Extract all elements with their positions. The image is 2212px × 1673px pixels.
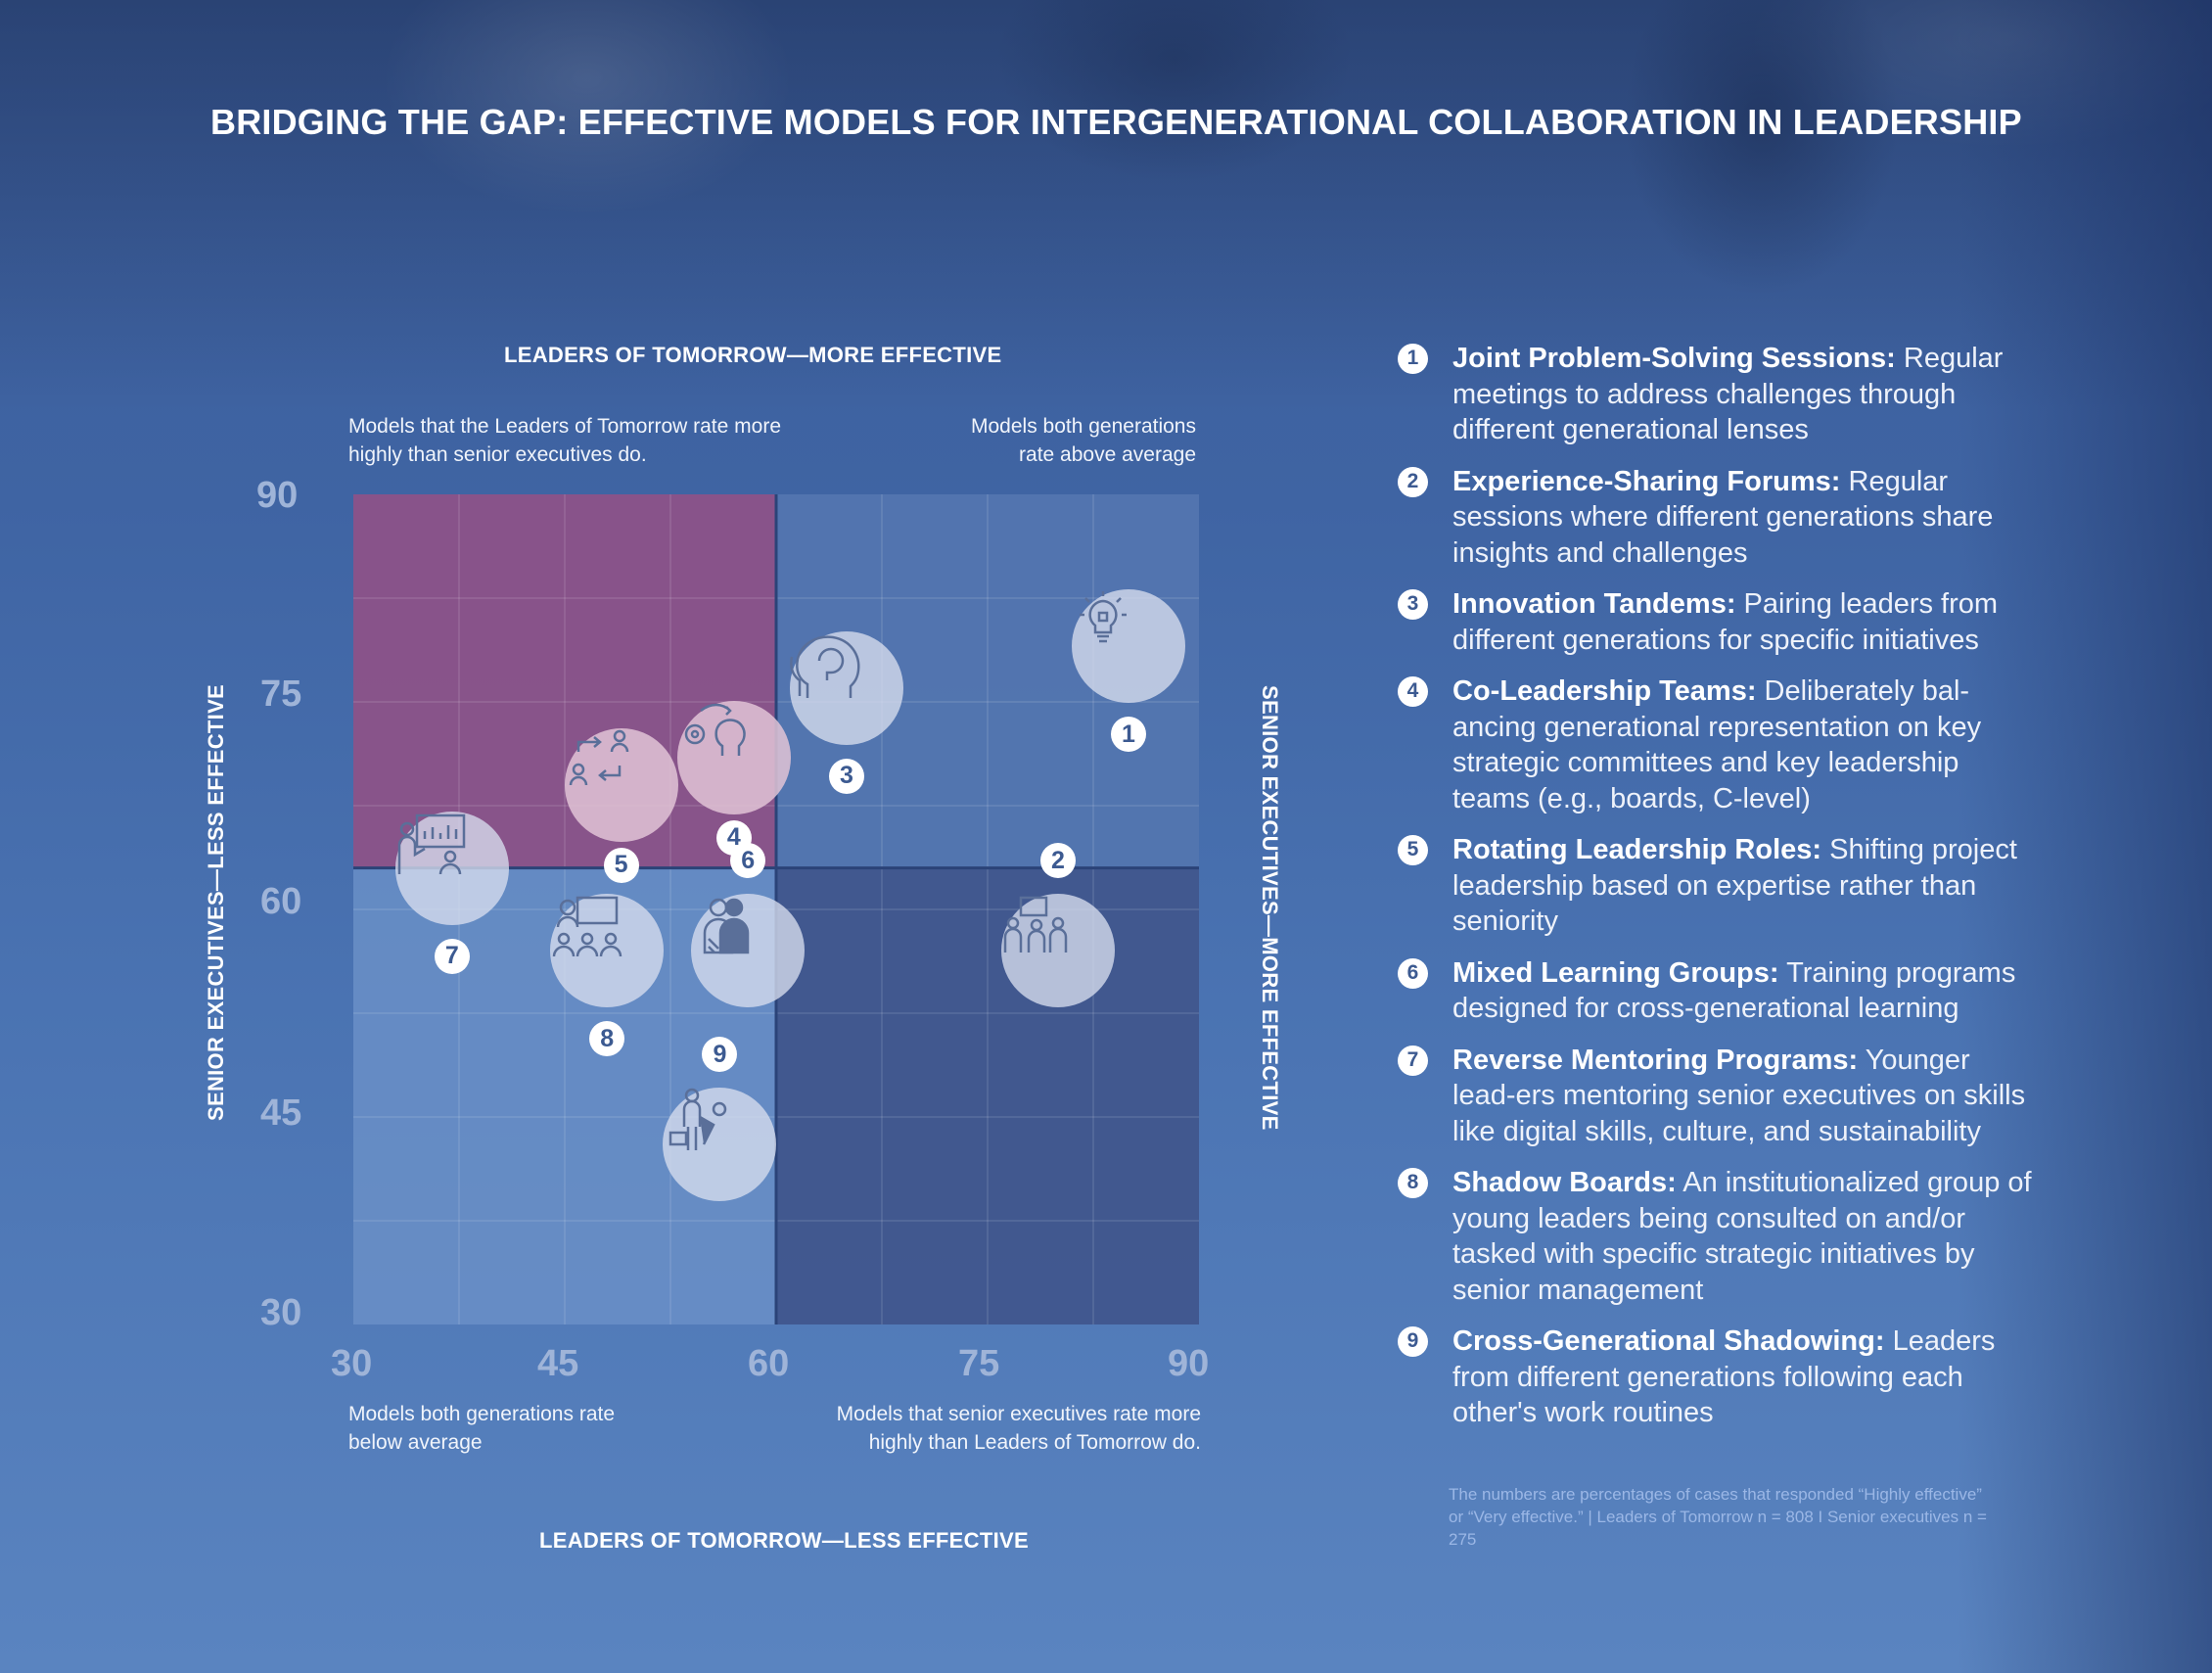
legend-item-4: 4 Co-Leadership Teams: Deliberately bal-a… bbox=[1398, 674, 2034, 816]
point-marker-2 bbox=[1001, 894, 1115, 1008]
background-photo bbox=[0, 0, 2212, 411]
legend-number: 9 bbox=[1398, 1326, 1428, 1357]
y-tick-60: 60 bbox=[260, 881, 302, 922]
legend-number: 5 bbox=[1398, 835, 1428, 865]
axis-title-bottom: LEADERS OF TOMORROW—LESS EFFECTIVE bbox=[539, 1528, 1029, 1553]
legend-number: 4 bbox=[1398, 676, 1428, 707]
legend-item-1: 1 Joint Problem-Solving Sessions: Regular… bbox=[1398, 341, 2034, 448]
x-tick-45: 45 bbox=[537, 1343, 579, 1384]
quadrant-bottom-right bbox=[776, 867, 1199, 1324]
point-badge-5: 5 bbox=[603, 847, 639, 883]
point-badge-7: 7 bbox=[434, 938, 470, 974]
point-marker-4 bbox=[676, 700, 791, 814]
legend-name: Mixed Learning Groups: bbox=[1452, 956, 1779, 989]
legend-description: Leaders from different generations follo… bbox=[1452, 1325, 1996, 1428]
point-badge-9: 9 bbox=[702, 1037, 738, 1073]
legend-number: 3 bbox=[1398, 589, 1428, 620]
legend-name: Co-Leadership Teams: bbox=[1452, 675, 1757, 707]
y-tick-30: 30 bbox=[260, 1292, 302, 1333]
legend-number: 8 bbox=[1398, 1168, 1428, 1198]
axis-title-top: LEADERS OF TOMORROW—MORE EFFECTIVE bbox=[504, 343, 1002, 367]
corner-note-top-right: Models both generations rate above avera… bbox=[971, 415, 1196, 466]
legend-description: Regular meetings to address challenges t… bbox=[1452, 343, 2004, 445]
legend-item-9: 9 Cross-Generational Shadowing: Leaders f… bbox=[1398, 1324, 2034, 1431]
legend-name: Joint Problem-Solving Sessions: bbox=[1452, 343, 1896, 374]
legend-name: Cross-Generational Shadowing: bbox=[1452, 1325, 1885, 1357]
x-tick-30: 30 bbox=[331, 1343, 373, 1384]
legend-name: Innovation Tandems: bbox=[1452, 588, 1736, 620]
y-tick-75: 75 bbox=[260, 674, 302, 715]
point-marker-7 bbox=[394, 811, 509, 925]
legend-name: Rotating Leadership Roles: bbox=[1452, 834, 1822, 865]
legend-description: An institutionalized group of young lead… bbox=[1452, 1167, 2032, 1306]
legend-item-2: 2 Experience-Sharing Forums: Regular sess… bbox=[1398, 464, 2034, 572]
background-shade bbox=[1958, 0, 2212, 1673]
footnote: The numbers are percentages of cases tha… bbox=[1449, 1485, 1987, 1549]
x-tick-60: 60 bbox=[748, 1343, 790, 1384]
legend: 1 Joint Problem-Solving Sessions: Regular… bbox=[1398, 341, 2034, 1447]
point-badge-8: 8 bbox=[589, 1021, 625, 1057]
legend-description: Pairing leaders from different generatio… bbox=[1452, 588, 1999, 656]
axis-title-right: SENIOR EXECUTIVES—MORE EFFECTIVE bbox=[1258, 685, 1282, 1131]
legend-description: Shifting project leadership based on exp… bbox=[1452, 834, 2017, 937]
legend-name: Shadow Boards: bbox=[1452, 1167, 1677, 1198]
axis-title-left: SENIOR EXECUTIVES—LESS EFFECTIVE bbox=[204, 683, 228, 1121]
legend-name: Experience-Sharing Forums: bbox=[1452, 465, 1841, 497]
legend-item-6: 6 Mixed Learning Groups: Training program… bbox=[1398, 955, 2034, 1027]
legend-item-3: 3 Innovation Tandems: Pairing leaders fro… bbox=[1398, 586, 2034, 658]
point-badge-1: 1 bbox=[1111, 717, 1146, 753]
corner-note-bottom-left: Models both generations rate below avera… bbox=[348, 1403, 616, 1454]
point-marker-3 bbox=[790, 630, 903, 745]
point-marker-9 bbox=[663, 1088, 777, 1202]
legend-number: 6 bbox=[1398, 957, 1428, 989]
legend-number: 7 bbox=[1398, 1045, 1428, 1076]
page-title: BRIDGING THE GAP: EFFECTIVE MODELS FOR I… bbox=[210, 102, 2022, 142]
point-marker-6 bbox=[691, 894, 806, 1008]
point-marker-1 bbox=[1072, 589, 1185, 704]
point-badge-2: 2 bbox=[1040, 843, 1076, 879]
point-marker-8 bbox=[550, 894, 665, 1008]
legend-item-8: 8 Shadow Boards: An institutionalized gro… bbox=[1398, 1165, 2034, 1308]
legend-description: Training programs designed for cross-gen… bbox=[1452, 956, 2016, 1025]
legend-item-5: 5 Rotating Leadership Roles: Shifting pro… bbox=[1398, 832, 2034, 940]
legend-description: Deliberately bal-ancing generational rep… bbox=[1452, 675, 1982, 814]
y-tick-45: 45 bbox=[260, 1092, 302, 1134]
legend-description: Younger lead-ers mentoring senior execut… bbox=[1452, 1044, 2026, 1147]
y-tick-90: 90 bbox=[256, 475, 299, 516]
legend-number: 2 bbox=[1398, 466, 1428, 497]
point-badge-3: 3 bbox=[829, 758, 864, 794]
corner-note-bottom-right: Models that senior executives rate more … bbox=[836, 1403, 1201, 1454]
legend-number: 1 bbox=[1398, 344, 1428, 374]
legend-name: Reverse Mentoring Programs: bbox=[1452, 1044, 1859, 1076]
point-badge-6: 6 bbox=[730, 843, 766, 879]
x-tick-75: 75 bbox=[958, 1343, 1000, 1384]
legend-description: Regular sessions where different generat… bbox=[1452, 465, 1994, 569]
x-tick-90: 90 bbox=[1168, 1343, 1210, 1384]
corner-note-top-left: Models that the Leaders of Tomorrow rate… bbox=[348, 415, 781, 466]
point-marker-5 bbox=[564, 727, 678, 842]
legend-item-7: 7 Reverse Mentoring Programs: Younger lea… bbox=[1398, 1043, 2034, 1150]
